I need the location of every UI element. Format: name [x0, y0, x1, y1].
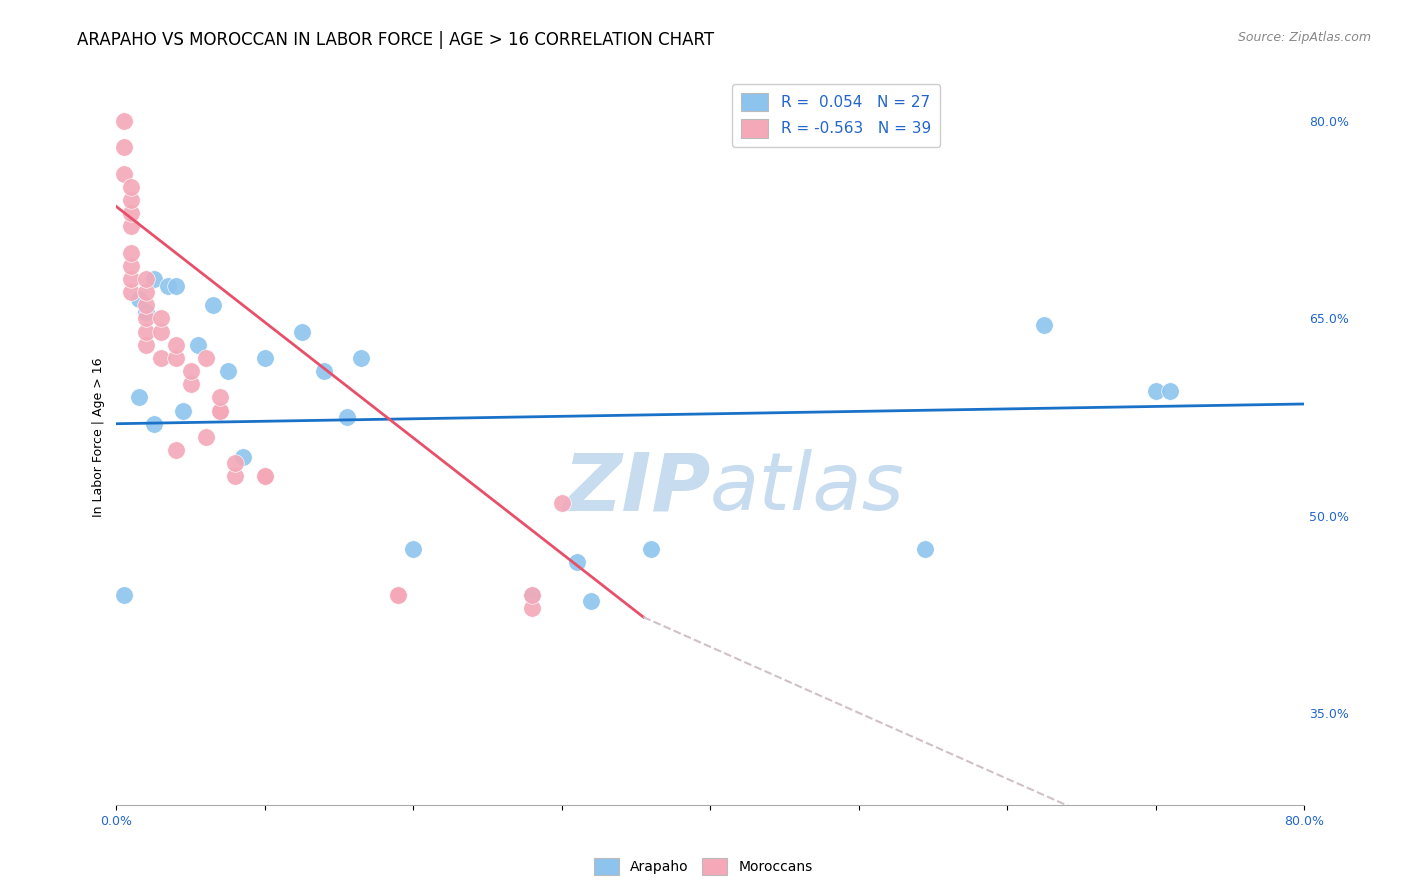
Point — [194, 430, 217, 444]
Point — [335, 410, 357, 425]
Text: ZIP: ZIP — [562, 450, 710, 527]
Point — [402, 541, 425, 556]
Point — [135, 305, 157, 319]
Point — [165, 351, 187, 365]
Point — [291, 325, 314, 339]
Point — [112, 114, 135, 128]
Point — [224, 456, 246, 470]
Point — [350, 351, 373, 365]
Point — [165, 278, 187, 293]
Point — [120, 219, 142, 234]
Point — [209, 403, 232, 417]
Point — [120, 193, 142, 207]
Point — [253, 351, 276, 365]
Point — [187, 338, 209, 352]
Point — [120, 259, 142, 273]
Point — [209, 391, 232, 405]
Point — [120, 180, 142, 194]
Legend: R =  0.054   N = 27, R = -0.563   N = 39: R = 0.054 N = 27, R = -0.563 N = 39 — [731, 84, 941, 147]
Text: Source: ZipAtlas.com: Source: ZipAtlas.com — [1237, 31, 1371, 45]
Point — [172, 403, 194, 417]
Point — [135, 285, 157, 300]
Point — [142, 417, 165, 431]
Point — [112, 167, 135, 181]
Point — [135, 311, 157, 326]
Point — [165, 338, 187, 352]
Point — [520, 600, 543, 615]
Point — [209, 403, 232, 417]
Point — [387, 588, 409, 602]
Point — [914, 541, 936, 556]
Point — [581, 594, 603, 608]
Point — [120, 272, 142, 286]
Point — [120, 245, 142, 260]
Point — [224, 469, 246, 483]
Point — [149, 325, 172, 339]
Point — [149, 351, 172, 365]
Point — [180, 364, 202, 378]
Point — [1159, 384, 1181, 398]
Y-axis label: In Labor Force | Age > 16: In Labor Force | Age > 16 — [93, 357, 105, 516]
Text: ARAPAHO VS MOROCCAN IN LABOR FORCE | AGE > 16 CORRELATION CHART: ARAPAHO VS MOROCCAN IN LABOR FORCE | AGE… — [77, 31, 714, 49]
Point — [387, 588, 409, 602]
Point — [194, 351, 217, 365]
Point — [520, 588, 543, 602]
Point — [135, 298, 157, 312]
Point — [253, 469, 276, 483]
Point — [253, 469, 276, 483]
Point — [120, 285, 142, 300]
Point — [201, 298, 224, 312]
Point — [128, 292, 150, 306]
Point — [165, 443, 187, 458]
Point — [551, 496, 574, 510]
Point — [120, 206, 142, 220]
Point — [520, 588, 543, 602]
Text: atlas: atlas — [710, 450, 905, 527]
Point — [149, 311, 172, 326]
Point — [232, 450, 254, 464]
Point — [128, 391, 150, 405]
Point — [314, 364, 336, 378]
Point — [217, 364, 239, 378]
Point — [135, 272, 157, 286]
Point — [135, 338, 157, 352]
Point — [180, 377, 202, 392]
Point — [1033, 318, 1056, 332]
Point — [1144, 384, 1167, 398]
Point — [640, 541, 662, 556]
Point — [112, 588, 135, 602]
Point — [565, 555, 588, 569]
Point — [135, 325, 157, 339]
Legend: Arapaho, Moroccans: Arapaho, Moroccans — [588, 853, 818, 880]
Point — [112, 140, 135, 154]
Point — [157, 278, 180, 293]
Point — [142, 272, 165, 286]
